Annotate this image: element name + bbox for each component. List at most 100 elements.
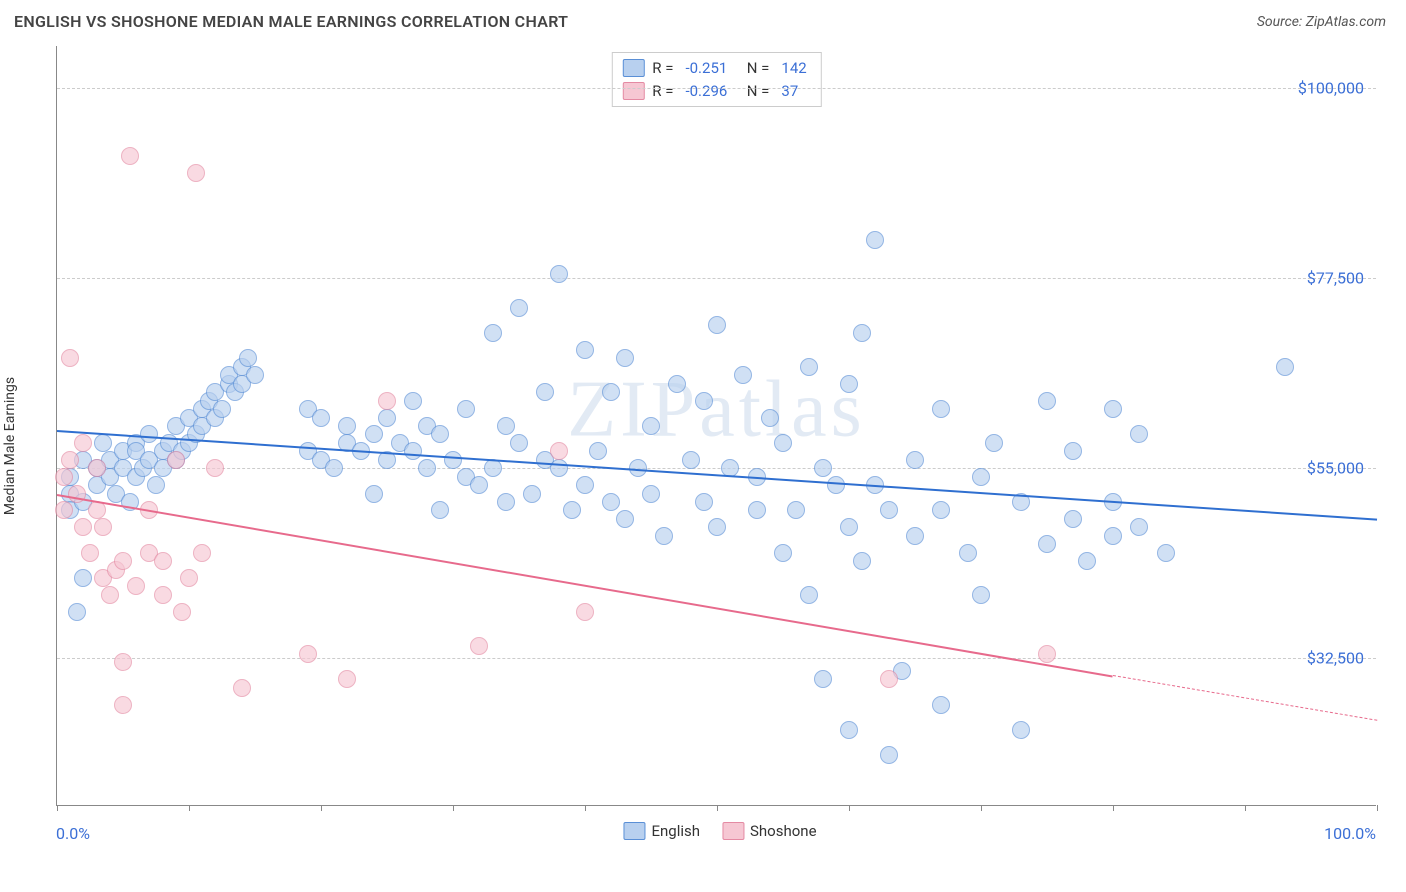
data-point (932, 696, 950, 714)
chart-title: ENGLISH VS SHOSHONE MEDIAN MALE EARNINGS… (14, 12, 568, 31)
data-point (81, 544, 99, 562)
data-point (497, 417, 515, 435)
x-tick (57, 805, 58, 811)
data-point (61, 349, 79, 367)
data-point (576, 341, 594, 359)
data-point (550, 442, 568, 460)
legend-n-label: N = (739, 80, 769, 103)
data-point (880, 746, 898, 764)
x-tick (1113, 805, 1114, 811)
data-point (378, 409, 396, 427)
data-point (616, 349, 634, 367)
data-point (140, 425, 158, 443)
data-point (602, 493, 620, 511)
legend-r-value: -0.251 (685, 57, 727, 80)
data-point (431, 425, 449, 443)
gridline (57, 658, 1376, 659)
data-point (147, 476, 165, 494)
legend-n-value: 37 (781, 80, 798, 103)
data-point (233, 679, 251, 697)
data-point (866, 231, 884, 249)
data-point (338, 670, 356, 688)
data-point (431, 501, 449, 519)
legend-r-label: R = (652, 80, 673, 103)
legend-row: R =-0.296 N =37 (622, 80, 810, 103)
data-point (173, 603, 191, 621)
data-point (774, 544, 792, 562)
data-point (1064, 442, 1082, 460)
data-point (114, 653, 132, 671)
data-point (74, 569, 92, 587)
data-point (55, 501, 73, 519)
data-point (418, 459, 436, 477)
data-point (800, 358, 818, 376)
data-point (972, 586, 990, 604)
legend-swatch (623, 822, 645, 840)
plot-area: ZIPatlas R =-0.251 N =142R =-0.296 N =37… (56, 46, 1376, 806)
x-tick (981, 805, 982, 811)
data-point (312, 409, 330, 427)
y-tick-label: $32,500 (1307, 649, 1364, 668)
data-point (576, 476, 594, 494)
data-point (74, 434, 92, 452)
data-point (444, 451, 462, 469)
legend-row: R =-0.251 N =142 (622, 57, 810, 80)
legend-swatch (722, 822, 744, 840)
data-point (906, 527, 924, 545)
data-point (457, 400, 475, 418)
data-point (365, 425, 383, 443)
data-point (1130, 425, 1148, 443)
data-point (616, 510, 634, 528)
data-point (576, 603, 594, 621)
data-point (1157, 544, 1175, 562)
y-axis-label: Median Male Earnings (2, 377, 18, 515)
trend-line (57, 494, 1113, 678)
data-point (642, 485, 660, 503)
chart-container: Median Male Earnings ZIPatlas R =-0.251 … (50, 46, 1390, 846)
legend-n-label: N = (739, 57, 769, 80)
data-point (1104, 527, 1122, 545)
data-point (642, 417, 660, 435)
data-point (114, 552, 132, 570)
data-point (88, 501, 106, 519)
y-tick-label: $55,000 (1307, 459, 1364, 478)
data-point (840, 721, 858, 739)
correlation-legend: R =-0.251 N =142R =-0.296 N =37 (611, 52, 821, 107)
data-point (550, 265, 568, 283)
y-tick-label: $100,000 (1298, 79, 1364, 98)
data-point (550, 459, 568, 477)
x-tick (849, 805, 850, 811)
legend-item: English (623, 822, 700, 840)
legend-label: Shoshone (750, 822, 817, 840)
data-point (94, 434, 112, 452)
data-point (536, 383, 554, 401)
x-tick (453, 805, 454, 811)
chart-header: ENGLISH VS SHOSHONE MEDIAN MALE EARNINGS… (0, 0, 1406, 31)
data-point (246, 366, 264, 384)
data-point (655, 527, 673, 545)
data-point (734, 366, 752, 384)
x-min-label: 0.0% (56, 824, 90, 843)
data-point (972, 468, 990, 486)
data-point (404, 442, 422, 460)
data-point (787, 501, 805, 519)
x-max-label: 100.0% (1324, 824, 1376, 843)
trend-line (57, 430, 1377, 521)
gridline (57, 278, 1376, 279)
data-point (840, 518, 858, 536)
gridline (57, 468, 1376, 469)
data-point (589, 442, 607, 460)
data-point (814, 670, 832, 688)
data-point (774, 434, 792, 452)
data-point (708, 316, 726, 334)
series-legend: English Shoshone (623, 822, 816, 840)
data-point (55, 468, 73, 486)
x-tick (717, 805, 718, 811)
data-point (880, 670, 898, 688)
data-point (470, 637, 488, 655)
x-tick (1245, 805, 1246, 811)
data-point (510, 299, 528, 317)
legend-swatch (622, 59, 644, 77)
x-tick (585, 805, 586, 811)
data-point (1104, 400, 1122, 418)
